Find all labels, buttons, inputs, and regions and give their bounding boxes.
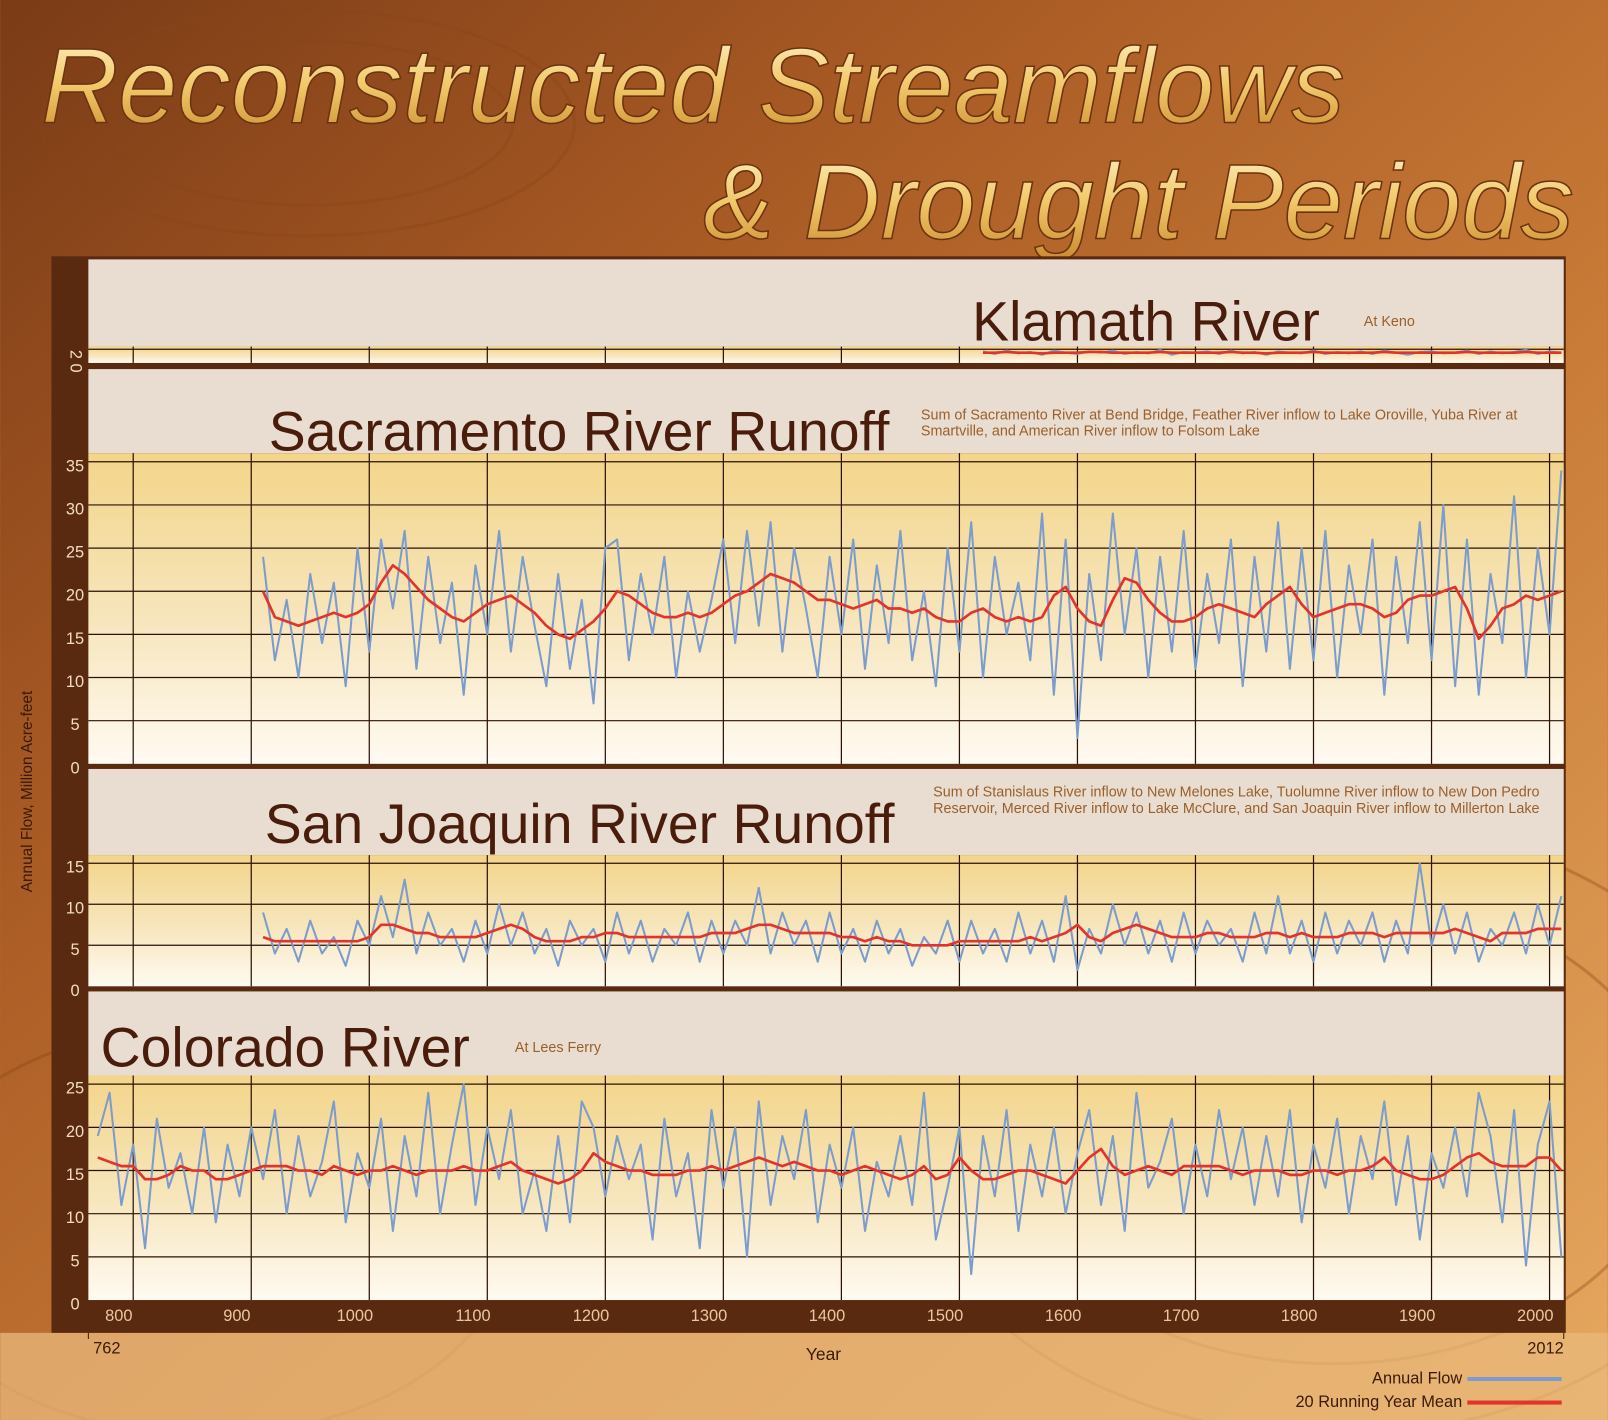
y-tick-label: 25 (66, 1080, 84, 1098)
running-mean-line (983, 350, 1562, 355)
y-tick-label: 0 (70, 982, 79, 1000)
x-axis-label: Year (806, 1344, 841, 1364)
running-mean-line (97, 1147, 1563, 1185)
panel-subtitle-box: At Keno (1363, 312, 1415, 330)
y-tick-label: 10 (66, 900, 84, 918)
x-tick-label: 800 (105, 1307, 132, 1325)
panel-title: Sacramento River Runoff (269, 400, 890, 462)
x-tick-label: 1700 (1163, 1307, 1199, 1325)
title-line: Reconstructed Streamflows (41, 25, 1345, 145)
x-tick-label: 1000 (337, 1307, 373, 1325)
panel-subtitle: Sum of Stanislaus River inflow to New Me… (933, 783, 1540, 817)
panel-title: Klamath River (972, 291, 1320, 353)
x-tick-label: 1800 (1281, 1307, 1317, 1325)
y-tick-label: 5 (70, 1252, 79, 1270)
panel-header (88, 259, 1564, 347)
y-tick-label: 25 (66, 544, 84, 562)
x-end-label: 2012 (1527, 1340, 1563, 1358)
x-start-label: 762 (93, 1340, 120, 1358)
annual-flow-line (96, 1083, 1563, 1276)
annual-flow-line (262, 470, 1563, 740)
y-tick-label: 10 (66, 1209, 84, 1227)
plot-area (88, 453, 1564, 764)
running-mean-line (261, 564, 1562, 641)
panel-subtitle-box: At Lees Ferry (514, 1038, 602, 1056)
running-mean-line (262, 923, 1562, 947)
panel-header (88, 768, 1564, 856)
panel-title: Colorado River (101, 1017, 470, 1079)
panel-subtitle: Sum of Sacramento River at Bend Bridge, … (920, 406, 1518, 439)
y-tick-label: 0 (67, 364, 85, 373)
annual-flow-line (262, 862, 1563, 971)
title-line: & Drought Periods (703, 141, 1574, 261)
plot-area (88, 855, 1564, 987)
y-axis-label: Annual Flow, Million Acre-feet (19, 690, 36, 892)
panel-subtitle: At Lees Ferry (514, 1038, 602, 1056)
legend-label: 20 Running Year Mean (1295, 1393, 1462, 1411)
x-tick-label: 1200 (573, 1307, 609, 1325)
panel-subtitle-box: Sum of Sacramento River at Bend Bridge, … (920, 406, 1518, 439)
y-tick-label: 0 (70, 759, 79, 777)
legend-label: Annual Flow (1372, 1369, 1462, 1387)
y-tick-label: 35 (66, 457, 84, 475)
y-tick-label: 15 (66, 630, 84, 648)
x-tick-label: 1100 (455, 1307, 490, 1325)
y-tick-label: 2 (67, 350, 85, 359)
x-tick-label: 1400 (809, 1307, 845, 1325)
x-tick-label: 2000 (1517, 1307, 1553, 1325)
y-tick-label: 5 (70, 941, 79, 959)
panel-title: San Joaquin River Runoff (265, 793, 895, 855)
y-tick-label: 20 (66, 587, 84, 605)
x-tick-label: 900 (223, 1307, 250, 1325)
x-tick-label: 1900 (1399, 1307, 1435, 1325)
y-tick-label: 0 (70, 1295, 79, 1313)
panel-subtitle: At Keno (1363, 312, 1415, 330)
footer-band (0, 1332, 1608, 1420)
y-tick-label: 30 (66, 500, 84, 518)
y-tick-label: 20 (66, 1123, 84, 1141)
x-tick-label: 1600 (1045, 1307, 1081, 1325)
panel-subtitle-box: Sum of Stanislaus River inflow to New Me… (933, 783, 1540, 817)
plot-area (88, 1075, 1564, 1301)
y-tick-label: 5 (70, 716, 79, 734)
y-tick-label: 10 (66, 673, 84, 691)
panel-header (88, 991, 1564, 1076)
panel-header (88, 369, 1564, 454)
x-tick-label: 1300 (691, 1307, 727, 1325)
y-tick-label: 15 (66, 859, 84, 877)
x-tick-label: 1500 (927, 1307, 963, 1325)
y-tick-label: 15 (66, 1166, 84, 1184)
